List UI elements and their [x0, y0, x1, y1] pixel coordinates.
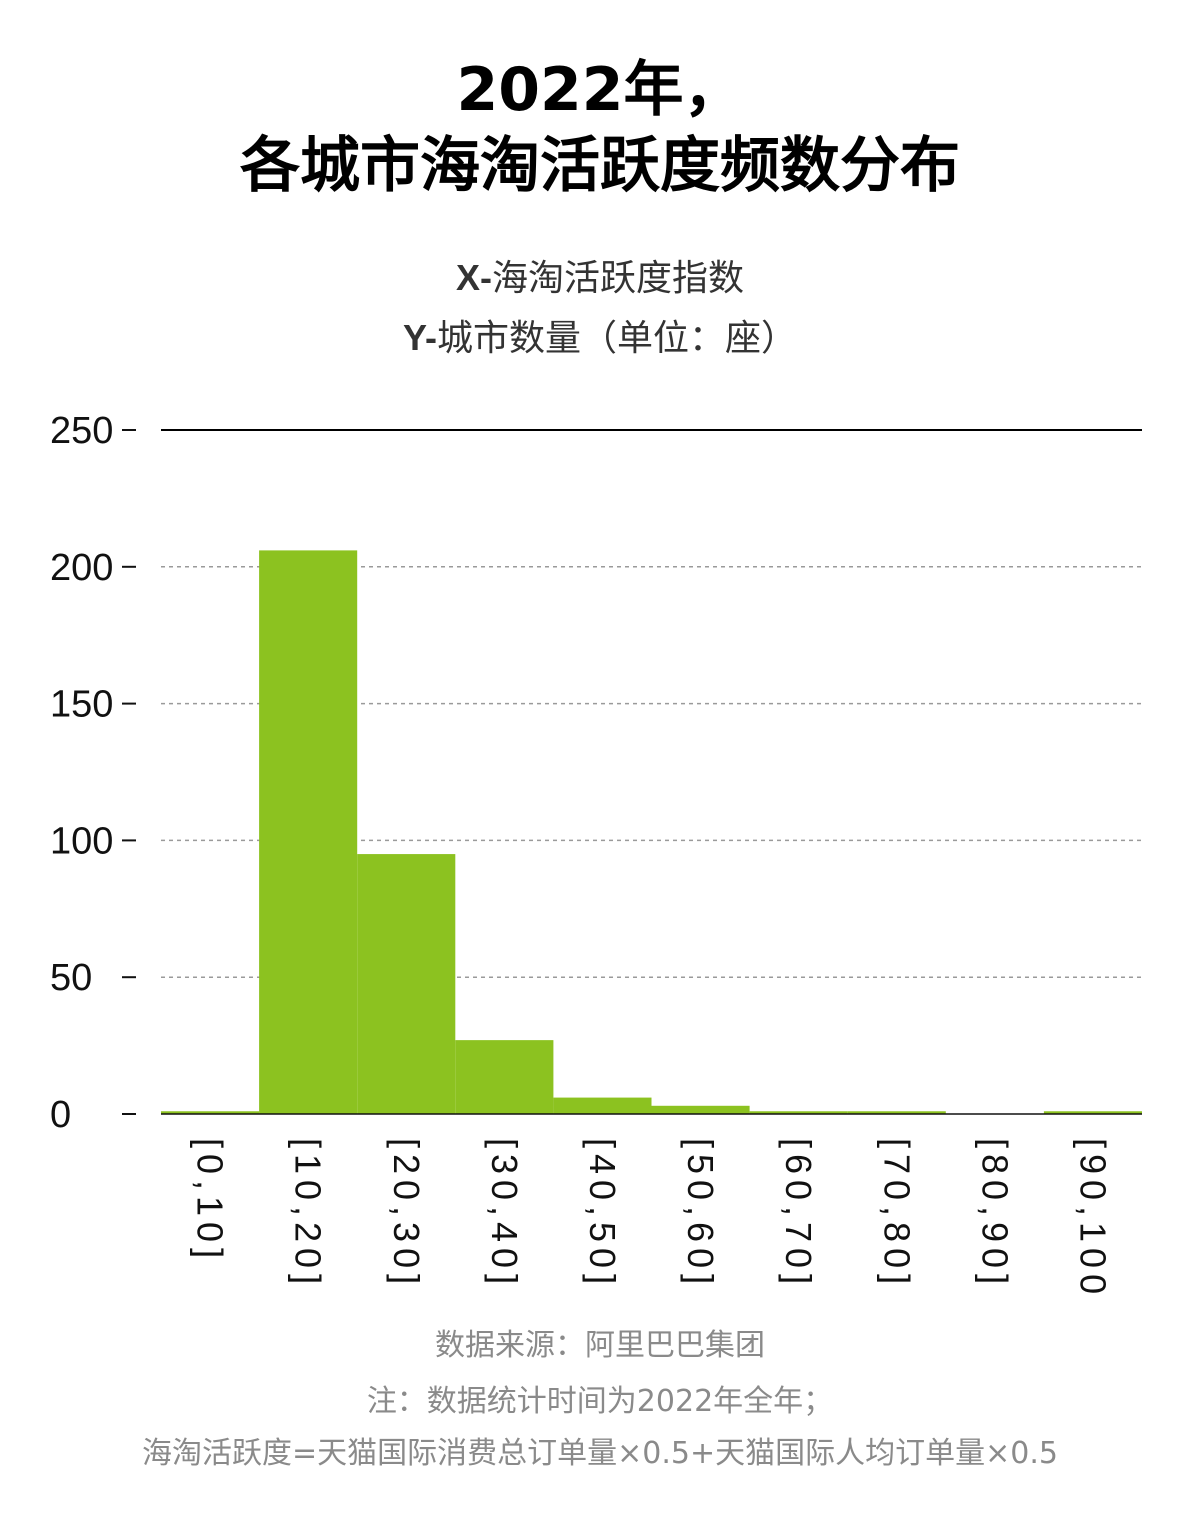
y-axis-description: Y-城市数量（单位：座） — [0, 316, 1200, 361]
x-tick-label: [70,80] — [876, 1138, 917, 1290]
bars — [161, 550, 1142, 1115]
bar — [357, 854, 456, 1114]
source-note: 数据来源：阿里巴巴集团 — [435, 1328, 765, 1363]
bar — [749, 1111, 848, 1114]
bar — [259, 550, 358, 1114]
x-axis-description: X-海淘活跃度指数 — [0, 256, 1200, 301]
y-tick-label: 150 — [50, 684, 113, 726]
y-desc-text: 城市数量（单位：座） — [437, 318, 798, 359]
x-tick-label: [40,50] — [582, 1138, 623, 1290]
formula-note: 海淘活跃度=天猫国际消费总订单量×0.5+天猫国际人均订单量×0.5 — [142, 1436, 1058, 1471]
title-line-1: 2022年， — [456, 55, 744, 125]
bar — [455, 1040, 554, 1114]
x-tick-label: [20,30] — [386, 1138, 427, 1290]
x-desc-prefix: X- — [455, 257, 492, 298]
x-tick-label: [30,40] — [484, 1138, 525, 1290]
y-axis-ticks: 0 50 100 150 200 250 — [50, 410, 136, 1136]
bar — [847, 1111, 946, 1114]
y-tick-label: 100 — [50, 820, 113, 862]
y-desc-prefix: Y- — [402, 317, 437, 358]
x-tick-label: [60,70] — [778, 1138, 819, 1290]
histogram-chart: 0 50 100 150 200 250 [0,10] [10,20] [20,30] [30,… — [50, 410, 1142, 1300]
y-tick-label: 200 — [50, 547, 113, 589]
x-desc-text: 海淘活跃度指数 — [491, 258, 744, 299]
bar — [553, 1097, 652, 1114]
bar — [651, 1105, 750, 1114]
x-axis-ticks: [0,10] [10,20] [20,30] [30,40] [40,50] [50,60… — [190, 1138, 1114, 1300]
title-line-2: 各城市海淘活跃度频数分布 — [240, 131, 960, 201]
x-tick-label: [0,10] — [190, 1138, 231, 1264]
y-tick-label: 50 — [50, 957, 92, 999]
chart-title: 2022年， 各城市海淘活跃度频数分布 — [0, 52, 1200, 204]
x-tick-label: [50,60] — [680, 1138, 721, 1290]
x-tick-label: [10,20] — [288, 1138, 329, 1290]
y-tick-label: 0 — [50, 1094, 71, 1136]
x-tick-label: [90,100] — [1072, 1138, 1113, 1300]
bar — [1043, 1111, 1142, 1114]
bar — [161, 1111, 260, 1114]
y-tick-label: 250 — [50, 410, 113, 452]
x-tick-label: [80,90] — [974, 1138, 1015, 1290]
date-note: 注：数据统计时间为2022年全年； — [366, 1384, 834, 1419]
